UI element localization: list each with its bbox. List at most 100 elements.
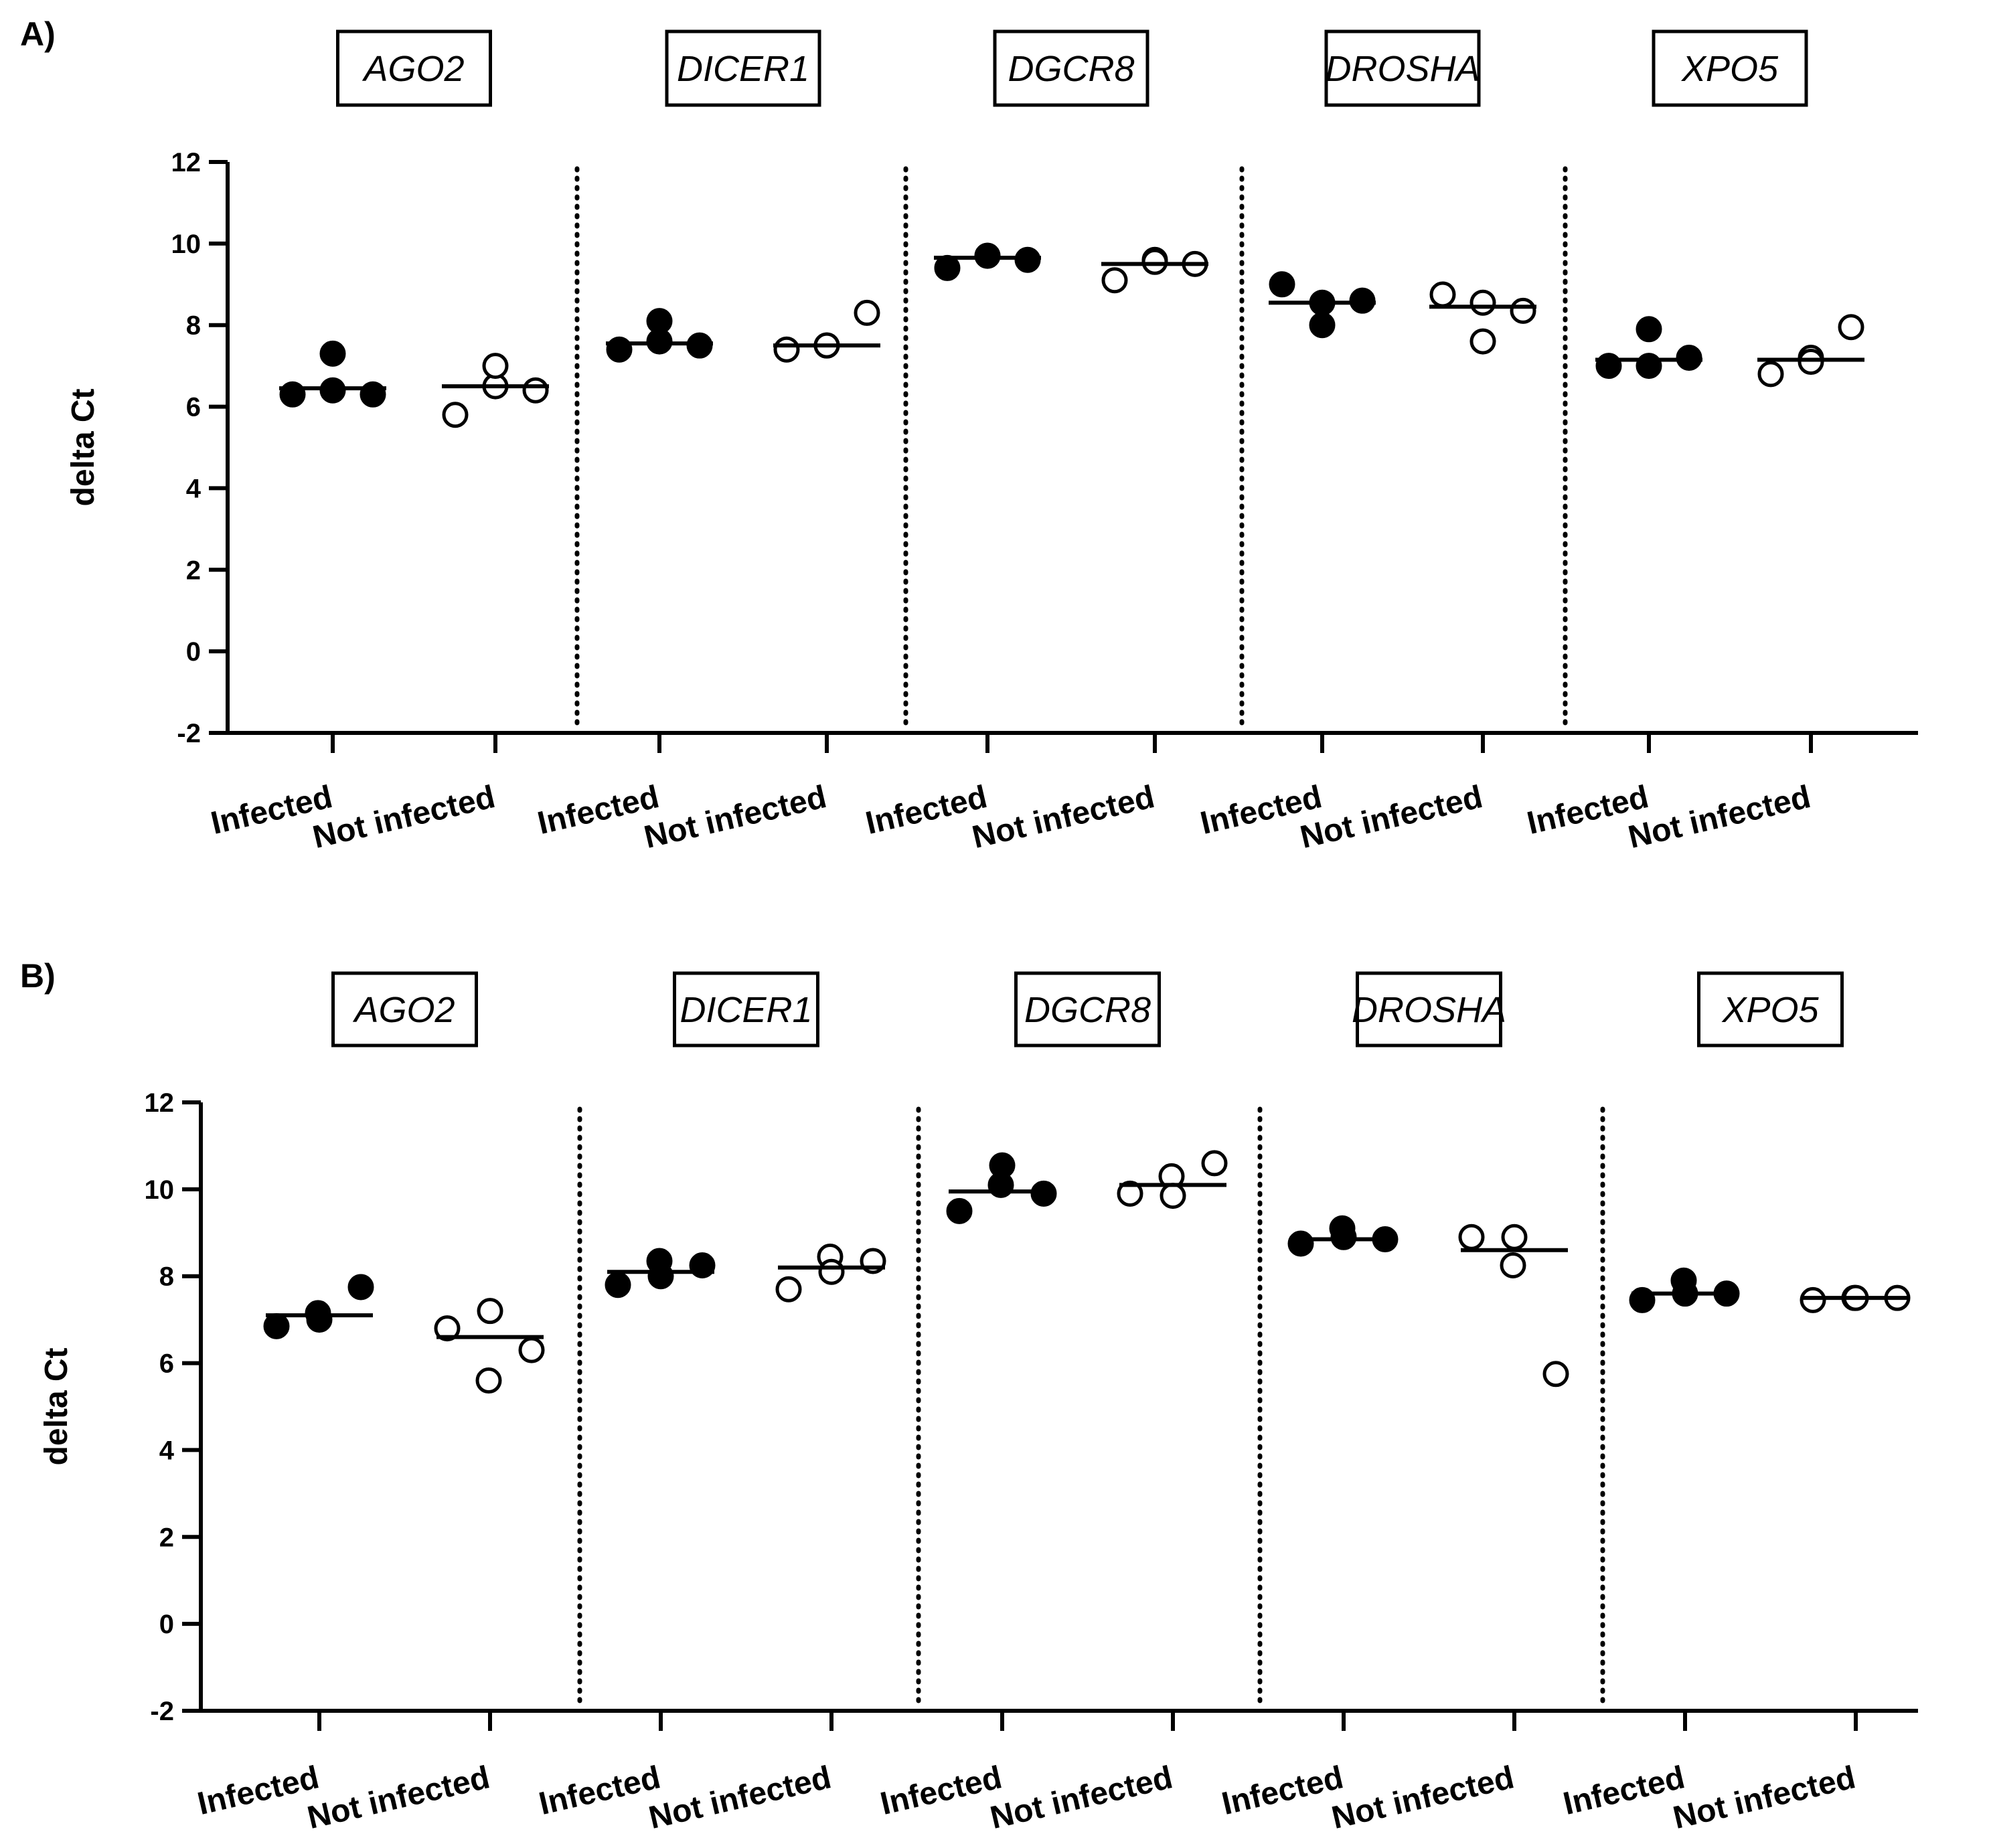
- x-category-label: Not infected: [969, 779, 1158, 855]
- y-tick-label: 0: [159, 1610, 174, 1639]
- gene-label-drosha: DROSHA: [1352, 990, 1506, 1030]
- data-point-dicer1-infected: [686, 332, 713, 359]
- x-category-label: Not infected: [645, 1760, 834, 1836]
- x-category-label: Infected: [194, 1760, 322, 1822]
- data-point-dicer1-infected: [647, 1263, 674, 1290]
- gene-label-dicer1: DICER1: [680, 990, 812, 1030]
- data-point-ago2-not-infected: [518, 1337, 545, 1363]
- data-point-xpo5-not-infected: [1800, 1286, 1826, 1313]
- x-category-label: Not infected: [304, 1760, 493, 1836]
- data-point-xpo5-infected: [1676, 344, 1702, 371]
- data-point-drosha-not-infected: [1469, 289, 1496, 316]
- data-point-xpo5-infected: [1636, 316, 1662, 343]
- data-point-ago2-not-infected: [522, 377, 549, 404]
- y-tick-label: 10: [171, 230, 202, 259]
- data-point-ago2-not-infected: [482, 353, 509, 380]
- y-tick-label: 0: [186, 637, 201, 667]
- x-category-label: Infected: [1560, 1760, 1688, 1822]
- x-category-label: Not infected: [1670, 1760, 1858, 1836]
- y-tick-label: 6: [186, 393, 201, 422]
- data-point-dicer1-not-infected: [854, 299, 880, 326]
- data-point-dgcr8-not-infected: [1101, 267, 1128, 294]
- x-category-label: Not infected: [1625, 779, 1814, 855]
- x-category-label: Not infected: [309, 779, 498, 855]
- data-point-drosha-not-infected: [1542, 1361, 1569, 1388]
- y-tick-label: 12: [145, 1088, 175, 1118]
- gene-label-box-dgcr8: [993, 29, 1149, 107]
- y-tick-label: 6: [159, 1349, 174, 1379]
- data-point-drosha-infected: [1330, 1224, 1357, 1250]
- gene-label-box-dicer1: [665, 29, 821, 107]
- data-point-dgcr8-infected: [1030, 1180, 1057, 1207]
- data-point-xpo5-not-infected: [1838, 314, 1864, 341]
- y-tick-label: 2: [159, 1523, 174, 1552]
- data-point-drosha-infected: [1309, 312, 1336, 339]
- data-point-ago2-infected: [306, 1307, 333, 1333]
- data-point-dicer1-not-infected: [775, 1276, 802, 1303]
- data-point-dgcr8-not-infected: [1141, 248, 1168, 275]
- y-tick-label: 4: [186, 474, 202, 503]
- gene-label-dicer1: DICER1: [677, 49, 809, 89]
- data-point-dgcr8-not-infected: [1117, 1180, 1143, 1207]
- data-point-dgcr8-infected: [934, 254, 961, 281]
- data-point-ago2-not-infected: [434, 1315, 461, 1342]
- data-point-ago2-not-infected: [477, 1298, 503, 1325]
- data-point-drosha-not-infected: [1429, 281, 1456, 308]
- data-point-drosha-not-infected: [1500, 1252, 1526, 1278]
- data-point-drosha-infected: [1269, 271, 1295, 298]
- data-point-drosha-not-infected: [1510, 297, 1536, 324]
- x-category-label: Infected: [1218, 1760, 1346, 1822]
- y-tick-label: 10: [145, 1175, 175, 1205]
- gene-label-box-dicer1: [673, 971, 819, 1047]
- y-tick-label: 4: [159, 1436, 175, 1465]
- data-point-drosha-not-infected: [1501, 1224, 1528, 1250]
- x-category-label: Infected: [877, 1760, 1005, 1822]
- x-category-label: Not infected: [1328, 1760, 1517, 1836]
- data-point-dgcr8-not-infected: [1201, 1150, 1228, 1177]
- gene-label-box-drosha: [1324, 29, 1481, 107]
- gene-label-ago2: AGO2: [362, 49, 464, 89]
- data-point-dgcr8-not-infected: [1160, 1183, 1186, 1209]
- data-point-ago2-not-infected: [475, 1367, 502, 1394]
- gene-label-box-drosha: [1356, 971, 1502, 1047]
- data-point-drosha-not-infected: [1469, 328, 1496, 355]
- data-point-dgcr8-infected: [974, 242, 1001, 269]
- x-category-label: Not infected: [641, 779, 829, 855]
- gene-label-dgcr8: DGCR8: [1008, 49, 1134, 89]
- gene-label-box-dgcr8: [1014, 971, 1161, 1047]
- data-point-ago2-not-infected: [442, 402, 469, 428]
- gene-label-box-ago2: [331, 971, 478, 1047]
- gene-label-dgcr8: DGCR8: [1024, 990, 1151, 1030]
- gene-label-box-xpo5: [1652, 29, 1808, 107]
- data-point-ago2-infected: [263, 1313, 290, 1339]
- data-point-dgcr8-infected: [1014, 246, 1041, 273]
- panel-label: A): [20, 15, 56, 53]
- gene-label-ago2: AGO2: [352, 990, 455, 1030]
- y-axis-label: delta Ct: [39, 1347, 74, 1465]
- data-point-dicer1-infected: [605, 1272, 631, 1298]
- data-point-dicer1-infected: [646, 308, 673, 335]
- data-point-ago2-infected: [319, 377, 346, 404]
- data-point-xpo5-not-infected: [1757, 361, 1784, 388]
- gene-label-xpo5: XPO5: [1721, 990, 1819, 1030]
- y-tick-label: 12: [171, 148, 202, 177]
- x-category-label: Not infected: [987, 1760, 1176, 1836]
- gene-label-xpo5: XPO5: [1680, 49, 1779, 89]
- y-tick-label: -2: [150, 1697, 174, 1726]
- data-point-drosha-infected: [1287, 1230, 1314, 1257]
- data-point-dgcr8-infected: [989, 1152, 1016, 1179]
- x-category-label: Not infected: [1297, 779, 1486, 855]
- data-point-dgcr8-infected: [946, 1197, 973, 1224]
- y-axis-label: delta Ct: [66, 388, 101, 506]
- data-point-drosha-infected: [1349, 287, 1376, 314]
- y-tick-label: 8: [186, 311, 201, 341]
- data-point-xpo5-not-infected: [1798, 349, 1824, 375]
- data-point-dicer1-not-infected: [773, 336, 800, 363]
- panel-label: B): [20, 957, 56, 995]
- y-tick-label: 2: [186, 556, 201, 585]
- data-point-dicer1-not-infected: [818, 1258, 845, 1285]
- y-tick-label: 8: [159, 1262, 174, 1292]
